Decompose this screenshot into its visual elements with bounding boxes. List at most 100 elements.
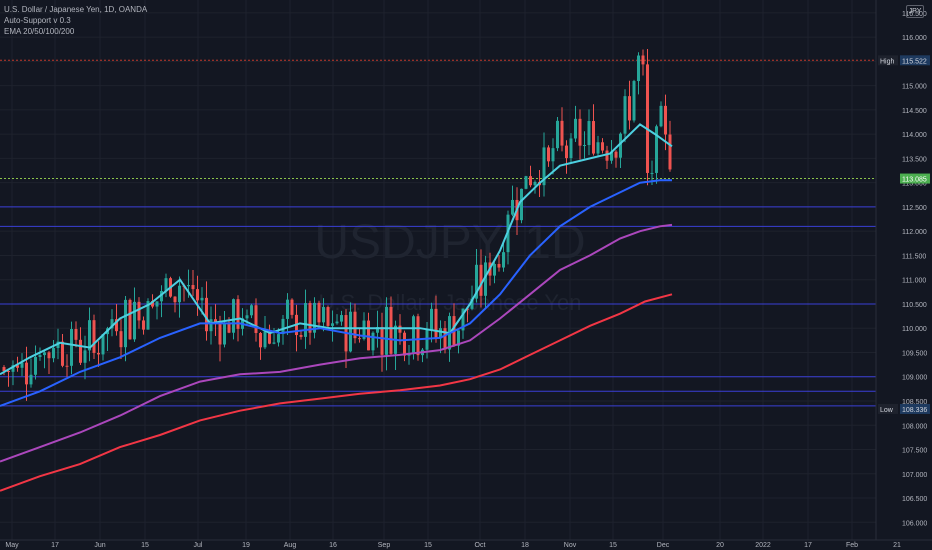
time-tick-label: 15 [141, 542, 149, 549]
candle-body [578, 118, 582, 146]
price-tick-label: 110.000 [902, 326, 927, 333]
candle-body [308, 303, 312, 333]
candle-body [164, 278, 168, 291]
candle-body [70, 329, 73, 366]
candle-body [533, 181, 537, 186]
currency-badge[interactable]: JPY [906, 5, 924, 18]
candle-body [605, 150, 609, 161]
candle-body [142, 320, 145, 330]
candle-body [20, 362, 24, 368]
candle-body [380, 327, 384, 355]
price-tick-label: 107.000 [902, 472, 927, 479]
candle-body [232, 299, 235, 333]
candle-body [245, 315, 249, 319]
candle-body [227, 322, 231, 333]
candle-body [61, 341, 64, 366]
time-tick-label: 18 [521, 542, 529, 549]
support-resistance-lines [0, 59, 876, 407]
symbol-line[interactable]: U.S. Dollar / Japanese Yen, 1D, OANDA [4, 5, 148, 14]
price-axis-bg [876, 0, 932, 550]
candle-body [524, 176, 528, 189]
candle-body [416, 316, 420, 356]
candle-body [340, 315, 343, 322]
candle-body [569, 138, 573, 159]
candle-body [664, 105, 667, 135]
watermark-symbol: USDJPY, 1D [314, 216, 585, 269]
candle-body [650, 172, 654, 174]
price-tick-label: 114.000 [902, 132, 927, 139]
price-tick-label: 116.000 [902, 35, 927, 42]
candle-body [637, 55, 640, 82]
candle-body [479, 264, 483, 296]
candle-body [115, 319, 118, 332]
candle-body [205, 297, 208, 332]
candle-body [389, 306, 393, 354]
time-tick-label: 20 [716, 542, 724, 549]
candle-body [623, 96, 627, 134]
candle-body [560, 120, 564, 146]
candle-body [502, 252, 505, 268]
candle-body [38, 355, 42, 357]
time-tick-label: May [5, 542, 19, 549]
candle-body [47, 352, 51, 359]
candle-body [610, 151, 613, 161]
candle-body [520, 188, 523, 221]
price-tick-label: 109.000 [902, 375, 927, 382]
time-tick-label: Nov [564, 542, 577, 549]
candle-body [367, 320, 370, 351]
candle-body [542, 147, 546, 186]
price-tick-label: 111.000 [902, 278, 926, 285]
candle-body [268, 331, 271, 344]
time-tick-label: Feb [846, 542, 858, 549]
candle-body [547, 147, 550, 162]
candle-body [272, 342, 276, 344]
candle-body [385, 306, 388, 355]
price-tick-label: 108.500 [902, 399, 927, 406]
time-tick-label: 16 [329, 542, 337, 549]
candle-body [110, 319, 114, 329]
candle-body [475, 264, 478, 299]
candle-body [7, 370, 10, 372]
price-tick-label: 112.000 [902, 229, 927, 236]
candle-body [412, 316, 415, 354]
candle-body [376, 327, 379, 333]
candle-body [614, 151, 618, 158]
indicator-ema[interactable]: EMA 20/50/100/200 [4, 27, 75, 36]
high-tag-label-bg [878, 55, 898, 66]
candle-body [434, 308, 438, 339]
low-tag-label: Low [880, 407, 894, 414]
candle-body [92, 320, 96, 353]
candle-body [88, 320, 91, 351]
candle-body [2, 367, 6, 371]
candle-body [304, 303, 307, 337]
candle-body [124, 299, 127, 348]
candle-body [403, 332, 406, 356]
candle-body [254, 305, 258, 333]
candle-body [596, 142, 600, 154]
candle-body [173, 296, 177, 303]
candle-body [160, 290, 163, 302]
candle-body [43, 352, 46, 356]
candle-body [299, 335, 303, 337]
time-tick-label: Sep [378, 542, 391, 549]
price-tick-label: 111.500 [902, 253, 926, 260]
time-tick-label: 15 [609, 542, 617, 549]
price-tick-label: 106.000 [902, 520, 927, 527]
price-tick-label: 109.500 [902, 350, 927, 357]
candle-body [74, 329, 78, 340]
ema-line-1 [0, 123, 673, 376]
price-tick-label: 113.000 [902, 181, 927, 188]
candle-body [259, 332, 262, 348]
candle-body [493, 263, 496, 276]
time-axis: May 17 Jun 15 Jul 19 Aug 16 Sep 15 Oct 18 Nov 15 Dec 20… [0, 539, 932, 549]
candle-body [146, 301, 150, 330]
candle-body [461, 308, 465, 331]
candle-body [25, 362, 28, 385]
indicator-auto-support[interactable]: Auto-Support v 0.3 [4, 16, 71, 25]
candle-body [592, 121, 595, 154]
time-tick-label: 15 [424, 542, 432, 549]
candle-body [128, 299, 132, 340]
candle-body [457, 330, 460, 346]
